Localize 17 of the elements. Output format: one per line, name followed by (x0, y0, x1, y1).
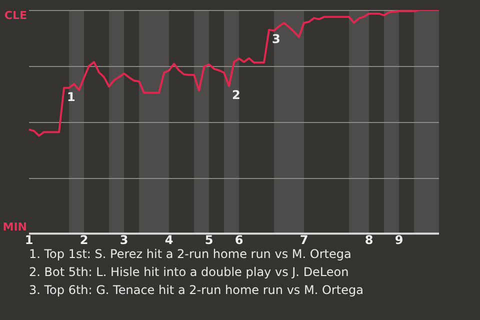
x-tick-label: 8 (364, 232, 374, 247)
text: 2. Bot 5th: L. Hisle hit into a double play vs J. DeLeon (29, 264, 350, 281)
annotation: 1 (67, 90, 76, 104)
x-tick-label: 4 (164, 232, 174, 247)
text: 1. Top 1st: S. Perez hit a 2-run home run vs M. Ortega (29, 246, 352, 263)
x-tick-label: 2 (80, 232, 88, 247)
text: CLE (4, 8, 27, 22)
x-tick-label: 7 (300, 232, 308, 247)
text: MIN (2, 220, 27, 234)
x-tick-label: 3 (120, 232, 128, 247)
x-tick-label: 5 (204, 232, 214, 247)
annotation: 3 (272, 32, 280, 46)
x-tick-label: 6 (234, 232, 244, 247)
annotation: 2 (232, 88, 240, 102)
text: 3. Top 6th: G. Tenace hit a 2-run home run vs M. Ortega (29, 282, 364, 299)
x-tick-label: 1 (24, 232, 34, 247)
x-tick-label: 9 (394, 232, 404, 247)
